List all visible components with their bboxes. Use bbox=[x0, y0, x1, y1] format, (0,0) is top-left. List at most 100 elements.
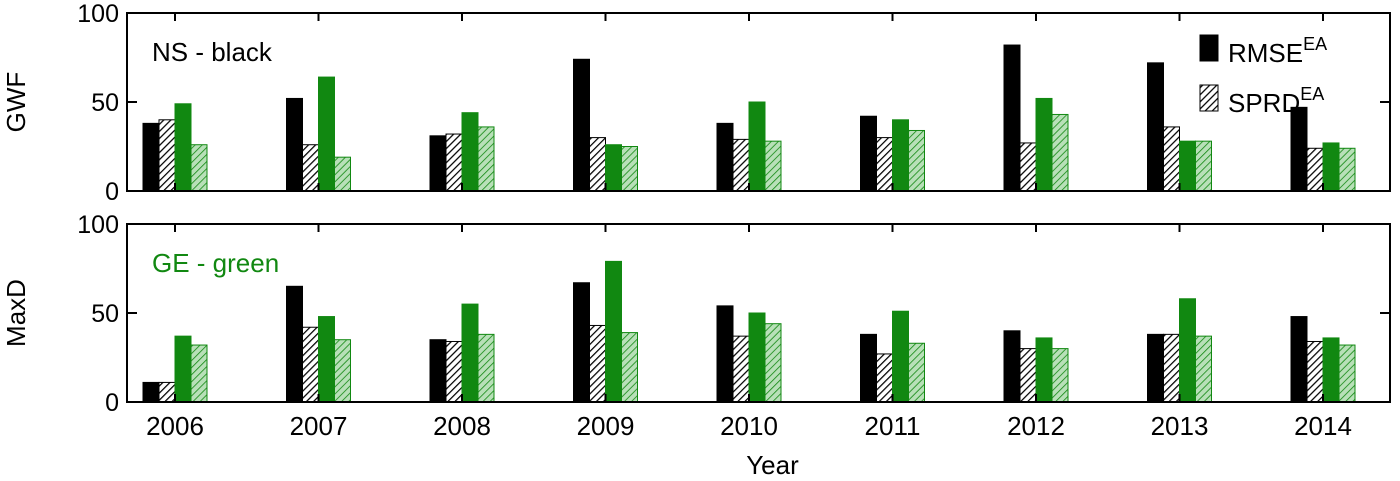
bar bbox=[1179, 140, 1196, 192]
y-axis-label: GWF bbox=[1, 72, 31, 133]
annotation: GE - green bbox=[152, 248, 279, 278]
y-tick-label: 0 bbox=[105, 389, 119, 417]
bar bbox=[621, 146, 638, 192]
y-tick-label: 50 bbox=[91, 89, 119, 117]
bar bbox=[908, 342, 925, 403]
bar bbox=[1195, 335, 1212, 403]
bar bbox=[1147, 62, 1164, 192]
x-tick-label: 2014 bbox=[1294, 411, 1352, 441]
legend-sup: EA bbox=[1300, 84, 1324, 104]
bar bbox=[1195, 140, 1212, 192]
y-tick-label: 100 bbox=[77, 211, 119, 239]
bar bbox=[302, 144, 319, 192]
bar bbox=[605, 260, 622, 403]
x-tick-label: 2012 bbox=[1007, 411, 1065, 441]
x-tick-label: 2010 bbox=[720, 411, 778, 441]
bar bbox=[908, 129, 925, 192]
bar bbox=[573, 282, 590, 403]
bar bbox=[1290, 106, 1308, 192]
legend-swatch bbox=[1199, 84, 1219, 112]
x-tick-label: 2007 bbox=[290, 411, 348, 441]
bar bbox=[1051, 348, 1069, 403]
bar bbox=[876, 137, 893, 192]
bar bbox=[1147, 333, 1164, 403]
bar bbox=[1163, 126, 1180, 192]
bar bbox=[1035, 337, 1053, 403]
bar bbox=[716, 305, 734, 403]
bar bbox=[429, 339, 447, 403]
x-tick-label: 2008 bbox=[433, 411, 491, 441]
legend-label: SPRDEA bbox=[1228, 84, 1324, 118]
bar bbox=[1019, 142, 1037, 192]
x-tick-label: 2013 bbox=[1151, 411, 1209, 441]
bar bbox=[158, 119, 176, 192]
bar bbox=[1306, 147, 1324, 192]
bar bbox=[174, 335, 192, 403]
legend-text: RMSE bbox=[1228, 38, 1303, 68]
bar bbox=[1322, 142, 1340, 192]
x-tick-label: 2009 bbox=[577, 411, 635, 441]
bar bbox=[445, 340, 463, 403]
bar bbox=[1019, 348, 1037, 403]
bar bbox=[334, 339, 351, 403]
bar bbox=[764, 140, 782, 192]
bar bbox=[1163, 333, 1180, 403]
x-tick-label: 2011 bbox=[865, 411, 921, 441]
bar bbox=[1306, 340, 1324, 403]
bar bbox=[605, 144, 622, 192]
bar bbox=[1179, 298, 1196, 403]
bar bbox=[764, 323, 782, 403]
bar bbox=[302, 326, 319, 403]
x-tick-label: 2006 bbox=[146, 411, 204, 441]
bar bbox=[1003, 44, 1021, 192]
bar bbox=[1035, 97, 1053, 192]
bar bbox=[286, 97, 303, 192]
bar bbox=[190, 344, 208, 403]
legend-label: RMSEEA bbox=[1228, 34, 1327, 68]
bar bbox=[174, 103, 192, 192]
bar bbox=[445, 133, 463, 192]
bar bbox=[286, 285, 303, 403]
y-axis-label: MaxD bbox=[1, 279, 31, 347]
bar bbox=[621, 332, 638, 403]
bar bbox=[732, 138, 750, 192]
bar bbox=[158, 381, 176, 403]
legend-swatch bbox=[1199, 34, 1219, 62]
annotation: NS - black bbox=[152, 37, 273, 67]
bar bbox=[477, 333, 495, 403]
bar bbox=[876, 353, 893, 403]
bar bbox=[732, 335, 750, 403]
bar bbox=[1003, 330, 1021, 403]
bar bbox=[461, 112, 479, 192]
bar bbox=[1338, 344, 1356, 403]
bar bbox=[1051, 113, 1069, 192]
x-axis-label: Year bbox=[746, 450, 799, 476]
bar bbox=[860, 333, 877, 403]
bar bbox=[1290, 316, 1308, 403]
bar bbox=[1322, 337, 1340, 403]
bar bbox=[318, 76, 335, 192]
y-tick-label: 0 bbox=[105, 178, 119, 206]
bar bbox=[461, 303, 479, 403]
bar bbox=[334, 156, 351, 192]
bar bbox=[860, 115, 877, 192]
bar bbox=[318, 316, 335, 403]
y-tick-label: 50 bbox=[91, 300, 119, 328]
bar bbox=[892, 119, 909, 192]
legend-sup: EA bbox=[1303, 34, 1327, 54]
bar bbox=[142, 381, 160, 403]
bar bbox=[716, 122, 734, 192]
bar bbox=[589, 324, 606, 403]
bar bbox=[477, 126, 495, 192]
bar bbox=[142, 122, 160, 192]
bar bbox=[429, 135, 447, 192]
bar bbox=[748, 312, 766, 403]
y-tick-label: 100 bbox=[77, 0, 119, 28]
bar bbox=[573, 58, 590, 192]
bar bbox=[1338, 147, 1356, 192]
bar bbox=[190, 144, 208, 192]
legend-text: SPRD bbox=[1228, 88, 1300, 118]
bar bbox=[748, 101, 766, 192]
bar bbox=[589, 137, 606, 192]
